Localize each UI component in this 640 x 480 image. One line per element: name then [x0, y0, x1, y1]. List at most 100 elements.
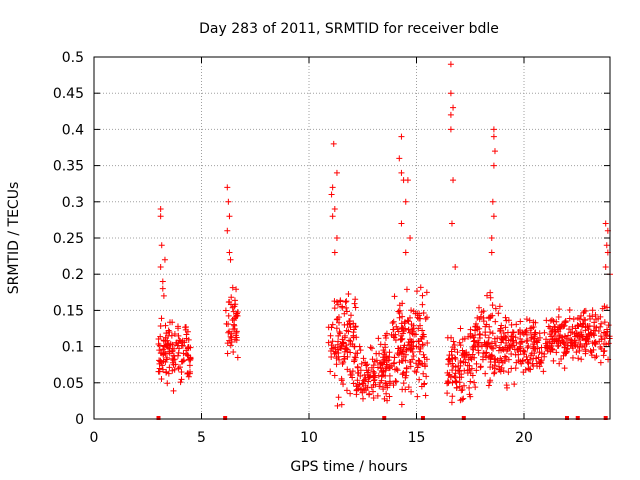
data-point: [452, 355, 459, 362]
data-point: [382, 367, 389, 374]
data-point: [169, 341, 176, 348]
data-point: [159, 285, 166, 292]
data-point: [485, 339, 492, 346]
axis-ticks: 0 0.05 0.1 0.15 0.2 0.25 0.3 0.35 0.4 0.45 0.5 0 5 10…: [53, 50, 610, 446]
data-point: [398, 169, 405, 176]
data-point: [582, 346, 589, 353]
data-point: [458, 374, 465, 381]
data-point: [506, 345, 513, 352]
y-tick-label: 0.45: [53, 86, 84, 102]
data-point: [158, 376, 165, 383]
data-point: [578, 356, 585, 363]
data-point: [349, 374, 356, 381]
data-point: [171, 353, 178, 360]
data-point: [359, 380, 366, 387]
data-point: [520, 369, 527, 376]
data-point: [541, 351, 548, 358]
data-point: [333, 169, 340, 176]
data-point: [399, 324, 406, 331]
x-axis-label: GPS time / hours: [290, 459, 407, 475]
data-point: [477, 313, 484, 320]
grid: [94, 57, 610, 419]
data-point: [445, 356, 452, 363]
data-point: [595, 315, 602, 322]
data-point: [492, 318, 499, 325]
data-point: [417, 315, 424, 322]
data-point: [603, 242, 610, 249]
data-point: [583, 333, 590, 340]
data-point: [342, 332, 349, 339]
data-point: [163, 342, 170, 349]
data-point: [414, 310, 421, 317]
data-point: [597, 333, 604, 340]
data-point: [334, 315, 341, 322]
data-point: [370, 372, 377, 379]
data-point: [420, 351, 427, 358]
data-point: [460, 351, 467, 358]
data-point: [354, 363, 361, 370]
data-point: [482, 370, 489, 377]
data-point: [563, 346, 570, 353]
data-point: [343, 298, 350, 305]
data-point: [415, 338, 422, 345]
data-point: [339, 304, 346, 311]
data-point: [343, 345, 350, 352]
data-point: [486, 378, 493, 385]
data-point: [444, 378, 451, 385]
data-point: [569, 343, 576, 350]
data-point: [338, 377, 345, 384]
data-point: [329, 213, 336, 220]
data-point: [157, 263, 164, 270]
data-point: [566, 306, 573, 313]
data-point: [591, 340, 598, 347]
data-point: [335, 394, 342, 401]
data-point: [466, 362, 473, 369]
data-point: [416, 376, 423, 383]
data-point: [342, 298, 349, 305]
data-point: [604, 326, 610, 333]
data-point: [413, 343, 420, 350]
data-point: [447, 111, 454, 118]
data-point: [597, 359, 604, 366]
data-point: [540, 368, 547, 375]
data-point: [505, 356, 512, 363]
data-point: [402, 249, 409, 256]
data-point: [528, 335, 535, 342]
data-point: [520, 331, 527, 338]
data-point: [579, 320, 586, 327]
data-point: [419, 341, 426, 348]
data-point: [487, 364, 494, 371]
data-point: [351, 300, 358, 307]
data-point: [390, 318, 397, 325]
data-point: [327, 332, 334, 339]
data-point: [159, 278, 166, 285]
data-point: [491, 365, 498, 372]
data-point: [515, 351, 522, 358]
data-point: [509, 337, 516, 344]
data-point: [178, 376, 185, 383]
data-point: [335, 301, 342, 308]
data-point: [498, 357, 505, 364]
data-point: [517, 340, 524, 347]
data-point: [346, 318, 353, 325]
data-point: [508, 321, 515, 328]
data-point: [169, 359, 176, 366]
data-point: [368, 345, 375, 352]
data-point: [552, 328, 559, 335]
data-point: [330, 140, 337, 147]
data-point: [602, 220, 609, 227]
data-point: [457, 358, 464, 365]
y-tick-label: 0.2: [62, 267, 84, 283]
data-point: [160, 351, 167, 358]
data-point: [396, 155, 403, 162]
data-point: [406, 314, 413, 321]
data-point: [517, 318, 524, 325]
data-point: [561, 322, 568, 329]
data-point: [467, 370, 474, 377]
data-point: [491, 370, 498, 377]
data-point: [450, 177, 457, 184]
data-point: [499, 337, 506, 344]
data-point: [183, 335, 190, 342]
data-point: [157, 358, 164, 365]
y-tick-label: 0: [75, 412, 84, 428]
